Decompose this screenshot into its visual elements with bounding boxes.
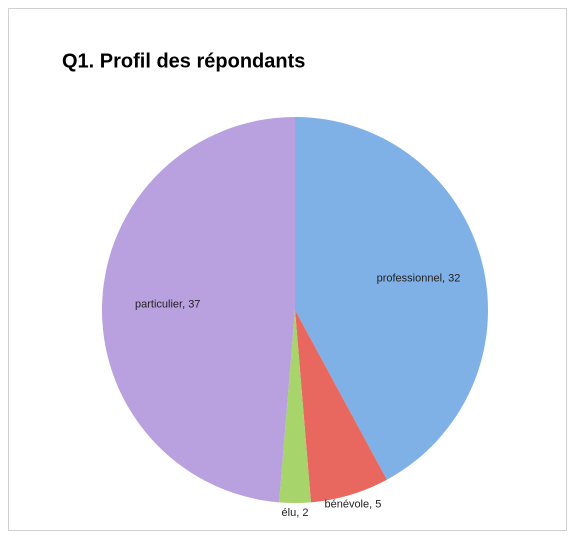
- pie-slice: [279, 310, 311, 503]
- pie-slice: [295, 117, 488, 480]
- chart-title: Q1. Profil des répondants: [62, 50, 305, 72]
- data-label: élu, 2: [282, 507, 309, 519]
- data-label: particulier, 37: [135, 299, 200, 311]
- pie-slice: [295, 310, 387, 503]
- data-label: bénévole, 5: [324, 498, 381, 510]
- pie-slice: [102, 117, 295, 503]
- data-label: professionnel, 32: [377, 273, 461, 285]
